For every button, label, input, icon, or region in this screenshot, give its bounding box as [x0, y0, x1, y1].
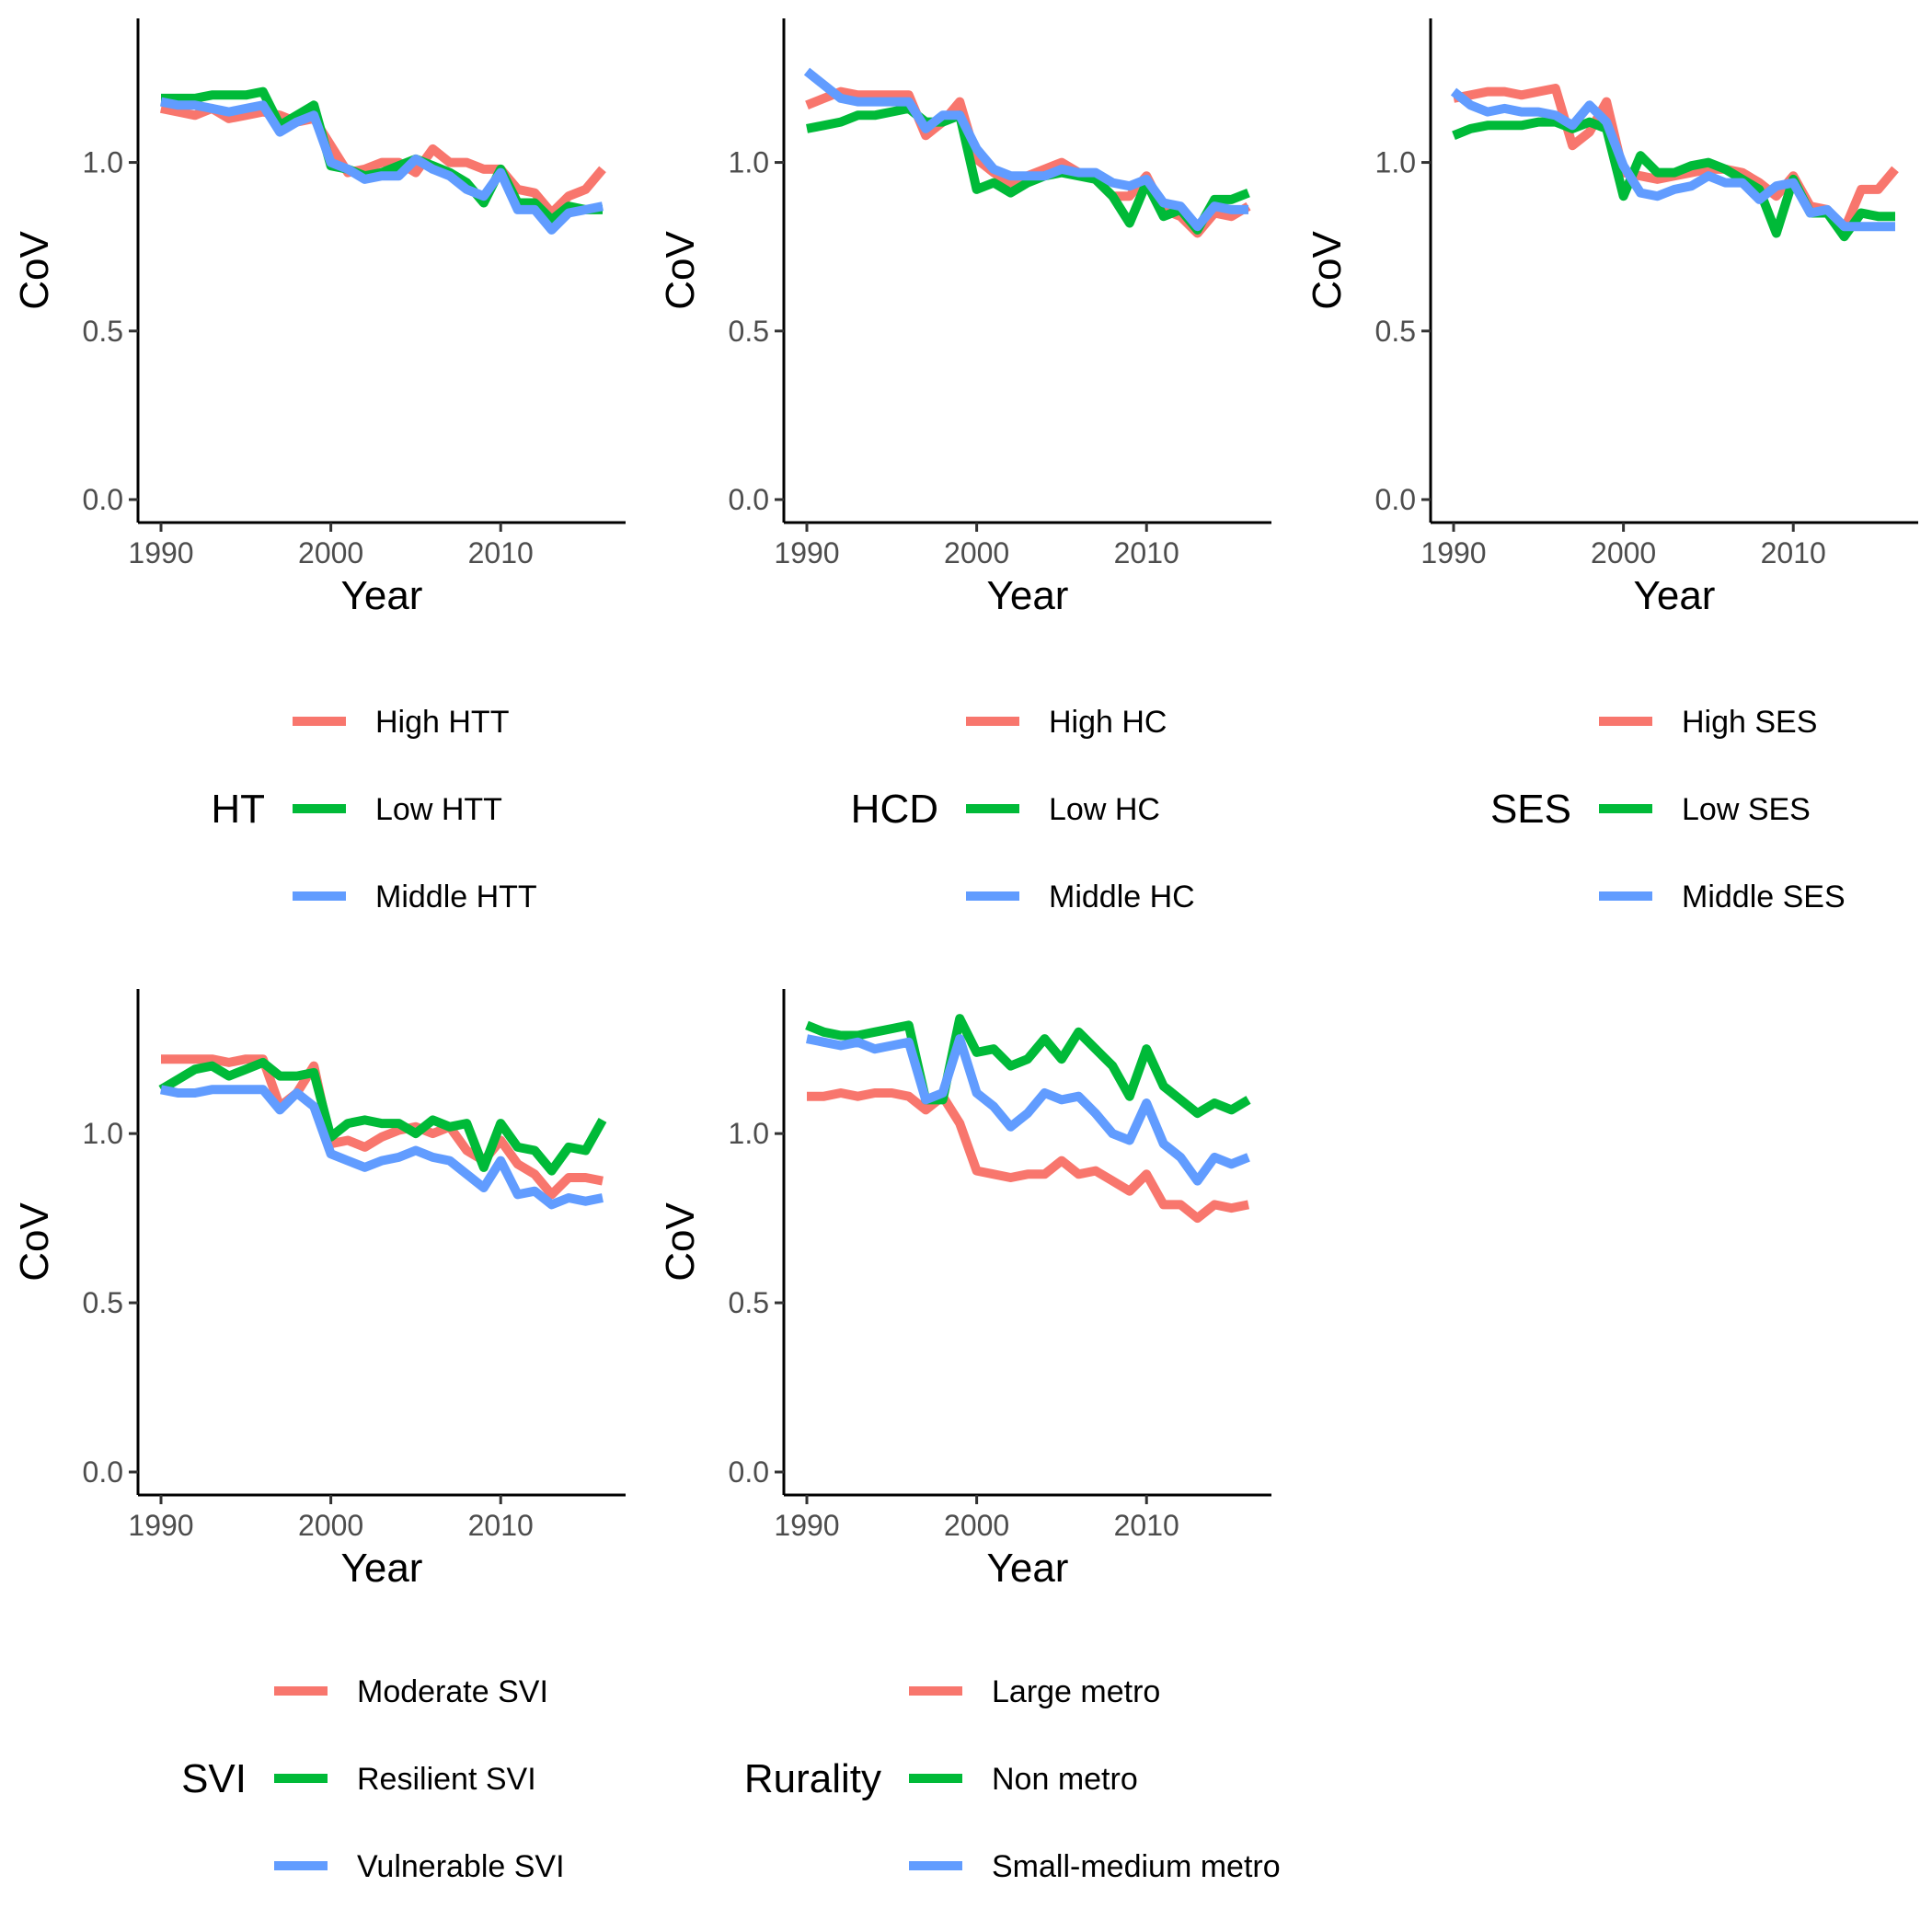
- x-axis-title: Year: [987, 1546, 1069, 1591]
- y-tick-label: 0.0: [729, 483, 769, 516]
- series-line-large-metro: [807, 1088, 1249, 1224]
- panel-hcd: 0.0 0.5 1.0 1990 2000 2010 Year CoV HCD High HC Lo…: [658, 18, 1271, 914]
- series-line-high-htt: [160, 103, 606, 218]
- x-axis-title: Year: [987, 573, 1069, 618]
- series-line-small-medium-metro: [806, 1034, 1250, 1186]
- x-tick-label: 2000: [1591, 536, 1656, 569]
- series-line-low-hc: [806, 103, 1250, 235]
- series-line-resilient-svi: [158, 1057, 607, 1176]
- y-tick-label: 0.0: [83, 1455, 123, 1489]
- x-tick-label: 1990: [774, 536, 839, 569]
- y-tick-label: 1.0: [83, 1117, 123, 1150]
- y-tick-label: 1.0: [83, 146, 123, 179]
- legend-title: Rurality: [744, 1756, 881, 1801]
- legend-label: Middle SES: [1682, 880, 1846, 914]
- legend: SES High SES Low SES Middle SES: [1490, 705, 1846, 914]
- y-tick-label: 0.5: [729, 315, 769, 348]
- x-tick-label: 2000: [944, 536, 1009, 569]
- x-axis-title: Year: [341, 573, 423, 618]
- x-tick-label: 2010: [1761, 536, 1826, 569]
- legend-label: Moderate SVI: [357, 1674, 548, 1709]
- x-tick-label: 2010: [1114, 536, 1179, 569]
- legend-label: Middle HTT: [375, 880, 537, 914]
- y-tick-label: 0.0: [729, 1455, 769, 1489]
- y-axis-title: CoV: [658, 1202, 703, 1282]
- panel-ht: 0.0 0.5 1.0 1990 2000 2010 Year CoV HT High HTT Lo…: [12, 18, 626, 914]
- y-tick-label: 0.5: [1375, 315, 1416, 348]
- x-tick-label: 2010: [1114, 1509, 1179, 1542]
- y-tick-label: 0.5: [83, 1286, 123, 1319]
- legend-label: Low HTT: [375, 792, 502, 827]
- series-line-middle-ses: [1450, 87, 1895, 232]
- x-tick-label: 2000: [944, 1509, 1009, 1542]
- panel-rurality: 0.0 0.5 1.0 1990 2000 2010 Year CoV Rurality Larg…: [658, 989, 1281, 1884]
- series-line-non-metro: [805, 1014, 1251, 1119]
- legend-title: HCD: [851, 787, 938, 832]
- panel-ses: 0.0 0.5 1.0 1990 2000 2010 Year CoV SES High SES L…: [1305, 18, 1918, 914]
- legend-label: Low SES: [1682, 792, 1811, 827]
- series-line-moderate-svi: [161, 1054, 604, 1200]
- x-tick-label: 1990: [1420, 536, 1486, 569]
- x-axis-title: Year: [341, 1546, 423, 1591]
- y-axis-title: CoV: [12, 231, 57, 310]
- y-tick-label: 0.5: [729, 1286, 769, 1319]
- legend-label: Non metro: [992, 1762, 1138, 1797]
- legend-label: Small-medium metro: [992, 1849, 1281, 1884]
- legend-title: SVI: [181, 1756, 247, 1801]
- legend-label: Vulnerable SVI: [357, 1849, 565, 1884]
- series-line-middle-hc: [803, 67, 1248, 232]
- series-line-vulnerable-svi: [160, 1085, 604, 1210]
- panel-svi: 0.0 0.5 1.0 1990 2000 2010 Year CoV SVI Moderate …: [12, 989, 626, 1884]
- legend-label: High HC: [1049, 705, 1167, 740]
- y-tick-label: 0.5: [83, 315, 123, 348]
- legend: HCD High HC Low HC Middle HC: [851, 705, 1195, 914]
- x-tick-label: 1990: [128, 1509, 193, 1542]
- y-tick-label: 0.0: [83, 483, 123, 516]
- y-tick-label: 1.0: [729, 1117, 769, 1150]
- legend-label: High HTT: [375, 705, 509, 740]
- legend-label: Resilient SVI: [357, 1762, 536, 1797]
- y-axis-title: CoV: [658, 231, 703, 310]
- y-axis-title: CoV: [1305, 231, 1350, 310]
- y-tick-label: 0.0: [1375, 483, 1416, 516]
- x-tick-label: 2010: [468, 536, 534, 569]
- x-tick-label: 1990: [128, 536, 193, 569]
- legend-label: Middle HC: [1049, 880, 1195, 914]
- legend-label: Large metro: [992, 1674, 1160, 1709]
- x-tick-label: 1990: [774, 1509, 839, 1542]
- x-axis-title: Year: [1634, 573, 1716, 618]
- legend-label: High SES: [1682, 705, 1817, 740]
- x-tick-label: 2000: [298, 1509, 363, 1542]
- y-axis-title: CoV: [12, 1202, 57, 1282]
- x-tick-label: 2000: [298, 536, 363, 569]
- legend-label: Low HC: [1049, 792, 1160, 827]
- legend: HT High HTT Low HTT Middle HTT: [211, 705, 536, 914]
- x-tick-label: 2010: [468, 1509, 534, 1542]
- y-tick-label: 1.0: [1375, 146, 1416, 179]
- legend-title: HT: [211, 787, 265, 832]
- legend: Rurality Large metro Non metro Small-medium…: [744, 1674, 1281, 1884]
- series-line-middle-htt: [160, 97, 604, 235]
- legend: SVI Moderate SVI Resilient SVI Vulnerable S…: [181, 1674, 564, 1884]
- y-tick-label: 1.0: [729, 146, 769, 179]
- legend-title: SES: [1490, 787, 1571, 832]
